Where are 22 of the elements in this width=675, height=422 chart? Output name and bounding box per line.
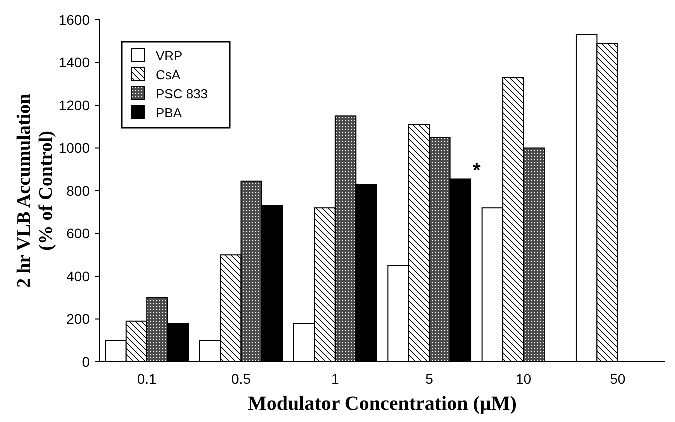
x-tick-label: 0.5 [232, 371, 252, 387]
legend-label: PSC 833 [156, 86, 208, 102]
legend-label: PBA [156, 106, 182, 121]
y-tick-label: 200 [66, 311, 90, 328]
y-tick-label: 600 [66, 226, 90, 242]
y-axis-title: 2 hr VLB Accumulation (% of Control) [14, 94, 57, 288]
y-tick-label: 1600 [58, 12, 90, 28]
x-tick-label: 1 [332, 371, 340, 387]
x-tick-label: 5 [426, 371, 434, 387]
y-tick-label: 1000 [58, 140, 90, 156]
annotation: * [473, 160, 482, 182]
legend-label: VRP [156, 48, 183, 64]
y-tick-label: 800 [66, 182, 90, 199]
x-tick-label: 50 [610, 371, 626, 387]
x-tick-label: 0.1 [137, 371, 158, 387]
y-tick-label: 400 [66, 268, 90, 284]
x-axis-title: Modulator Concentration (µM) [248, 393, 517, 415]
x-tick-label: 10 [516, 371, 532, 387]
y-tick-label: 1200 [58, 97, 90, 114]
y-tick-label: 0 [82, 354, 90, 370]
legend-label: CsA [156, 68, 181, 83]
y-tick-label: 1400 [58, 54, 90, 71]
